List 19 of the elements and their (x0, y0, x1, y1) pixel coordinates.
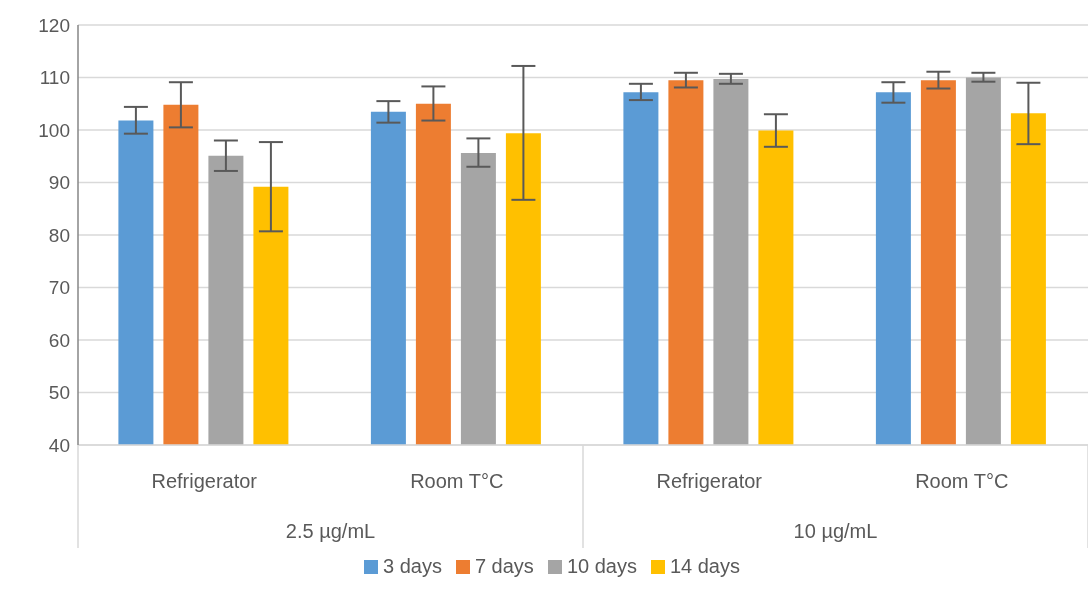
x-tick-label: Room T°C (410, 470, 504, 492)
x-tick-label: Refrigerator (656, 470, 763, 492)
legend-label: 7 days (473, 555, 534, 578)
x-tick-label: Room T°C (915, 470, 1009, 492)
y-tick-label: 50 (48, 382, 70, 404)
y-tick-label: 90 (48, 172, 70, 194)
legend-label: 10 days (565, 555, 637, 578)
legend-label: 3 days (382, 555, 442, 578)
y-tick-label: 80 (48, 224, 70, 246)
legend-label: 14 days (668, 555, 740, 578)
y-tick-label: 110 (39, 67, 70, 89)
text: 10 µg/mL (793, 520, 878, 542)
y-tick-label: 60 (48, 329, 70, 351)
y-tick-label: 70 (48, 277, 70, 299)
x-tick-label: Refrigerator (151, 470, 258, 492)
y-tick-label: 120 (38, 14, 70, 36)
y-tick-label: 40 (48, 434, 70, 456)
y-tick-label: 100 (38, 119, 70, 141)
text: 2.5 µg/mL (285, 520, 376, 542)
